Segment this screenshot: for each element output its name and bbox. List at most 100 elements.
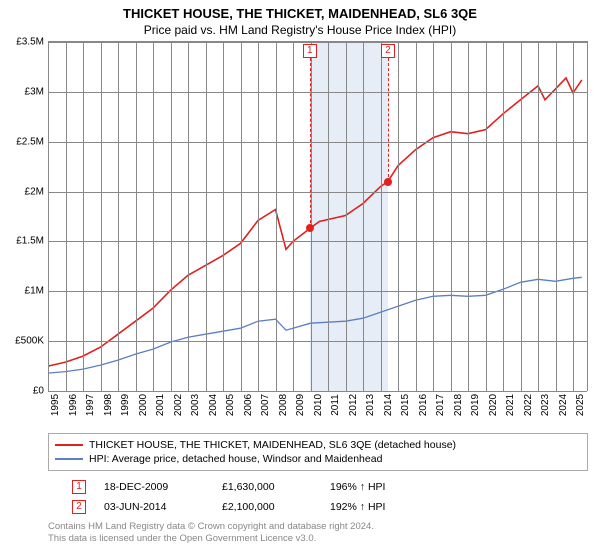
x-axis-label: 2023 xyxy=(538,394,551,416)
gridline-vertical xyxy=(206,42,207,391)
x-axis-label: 2006 xyxy=(241,394,254,416)
gridline-vertical xyxy=(398,42,399,391)
x-axis-label: 2004 xyxy=(206,394,219,416)
gridline-vertical xyxy=(118,42,119,391)
gridline-vertical xyxy=(328,42,329,391)
sale-marker-dot xyxy=(306,224,314,232)
x-axis-label: 2016 xyxy=(416,394,429,416)
x-axis-label: 2012 xyxy=(346,394,359,416)
legend-label: HPI: Average price, detached house, Wind… xyxy=(89,453,382,465)
plot-area: 12 £0£500K£1M£1.5M£2M£2.5M£3M£3.5M199519… xyxy=(48,41,588,391)
x-axis-label: 2002 xyxy=(171,394,184,416)
legend-row: HPI: Average price, detached house, Wind… xyxy=(55,452,581,466)
gridline-vertical xyxy=(486,42,487,391)
x-axis-label: 2010 xyxy=(311,394,324,416)
gridline-vertical xyxy=(48,42,49,391)
gridline-vertical xyxy=(153,42,154,391)
gridline-vertical xyxy=(171,42,172,391)
gridline-vertical xyxy=(381,42,382,391)
x-axis-label: 2009 xyxy=(293,394,306,416)
gridline-vertical xyxy=(538,42,539,391)
gridline-horizontal xyxy=(48,341,587,342)
sale-marker-dot xyxy=(384,178,392,186)
x-axis-label: 2003 xyxy=(188,394,201,416)
x-axis-label: 1998 xyxy=(101,394,114,416)
chart-container: THICKET HOUSE, THE THICKET, MAIDENHEAD, … xyxy=(0,0,600,560)
x-axis-label: 2021 xyxy=(503,394,516,416)
footer-attribution: Contains HM Land Registry data © Crown c… xyxy=(48,521,588,546)
x-axis-label: 2019 xyxy=(468,394,481,416)
gridline-vertical xyxy=(556,42,557,391)
y-axis-label: £3M xyxy=(25,86,48,97)
gridline-vertical xyxy=(293,42,294,391)
legend-box: THICKET HOUSE, THE THICKET, MAIDENHEAD, … xyxy=(48,433,588,471)
gridline-horizontal xyxy=(48,291,587,292)
gridline-horizontal xyxy=(48,241,587,242)
x-axis-label: 2022 xyxy=(521,394,534,416)
x-axis-label: 2024 xyxy=(556,394,569,416)
x-axis-label: 2005 xyxy=(223,394,236,416)
sale-marker-box: 2 xyxy=(381,44,395,58)
gridline-horizontal xyxy=(48,142,587,143)
gridline-vertical xyxy=(521,42,522,391)
sale-row: 203-JUN-2014£2,100,000192% ↑ HPI xyxy=(48,497,588,517)
gridline-horizontal xyxy=(48,192,587,193)
x-axis-label: 2020 xyxy=(486,394,499,416)
gridline-vertical xyxy=(101,42,102,391)
gridline-horizontal xyxy=(48,391,587,392)
x-axis-label: 2001 xyxy=(153,394,166,416)
plot-canvas: 12 xyxy=(48,42,587,391)
sale-marker-line xyxy=(310,58,311,228)
sale-date: 03-JUN-2014 xyxy=(104,501,204,513)
chart-subtitle: Price paid vs. HM Land Registry's House … xyxy=(0,21,600,41)
sale-row-marker: 1 xyxy=(72,480,86,494)
x-axis-label: 2014 xyxy=(381,394,394,416)
x-axis-label: 2018 xyxy=(451,394,464,416)
sale-row: 1 18-DEC-2009 £1,630,000 196% ↑ HPI xyxy=(48,477,588,497)
legend-swatch xyxy=(55,458,83,460)
footer-line-1: Contains HM Land Registry data © Crown c… xyxy=(48,521,588,533)
x-axis-label: 2008 xyxy=(276,394,289,416)
gridline-vertical xyxy=(468,42,469,391)
sale-pct: 196% ↑ HPI xyxy=(330,481,420,493)
legend-swatch xyxy=(55,444,83,446)
x-axis-label: 1997 xyxy=(83,394,96,416)
gridline-vertical xyxy=(503,42,504,391)
x-axis-label: 2025 xyxy=(573,394,586,416)
gridline-horizontal xyxy=(48,92,587,93)
gridline-vertical xyxy=(573,42,574,391)
y-axis-label: £1.5M xyxy=(16,236,48,247)
gridline-vertical xyxy=(363,42,364,391)
sale-marker-line xyxy=(388,58,389,182)
sales-table: 118-DEC-2009£1,630,000196% ↑ HPI203-JUN-… xyxy=(48,477,588,517)
sale-marker-box: 1 xyxy=(303,44,317,58)
gridline-vertical xyxy=(276,42,277,391)
x-axis-label: 2000 xyxy=(136,394,149,416)
x-axis-label: 1996 xyxy=(66,394,79,416)
line-series-svg xyxy=(48,42,587,391)
x-axis-label: 1995 xyxy=(48,394,61,416)
gridline-vertical xyxy=(188,42,189,391)
gridline-vertical xyxy=(83,42,84,391)
y-axis-label: £3.5M xyxy=(16,37,48,48)
footer-line-2: This data is licensed under the Open Gov… xyxy=(48,533,588,545)
sale-price: £1,630,000 xyxy=(222,481,312,493)
gridline-vertical xyxy=(136,42,137,391)
y-axis-label: £500K xyxy=(15,336,48,347)
x-axis-label: 2015 xyxy=(398,394,411,416)
gridline-vertical xyxy=(433,42,434,391)
gridline-vertical xyxy=(258,42,259,391)
sale-price: £2,100,000 xyxy=(222,501,312,513)
gridline-vertical xyxy=(346,42,347,391)
sale-date: 18-DEC-2009 xyxy=(104,481,204,493)
y-axis-label: £1M xyxy=(25,286,48,297)
legend-label: THICKET HOUSE, THE THICKET, MAIDENHEAD, … xyxy=(89,439,456,451)
gridline-vertical xyxy=(451,42,452,391)
gridline-vertical xyxy=(241,42,242,391)
gridline-vertical xyxy=(416,42,417,391)
gridline-horizontal xyxy=(48,42,587,43)
x-axis-label: 2017 xyxy=(433,394,446,416)
sale-pct: 192% ↑ HPI xyxy=(330,501,420,513)
y-axis-label: £2.5M xyxy=(16,136,48,147)
x-axis-label: 2011 xyxy=(328,394,341,416)
